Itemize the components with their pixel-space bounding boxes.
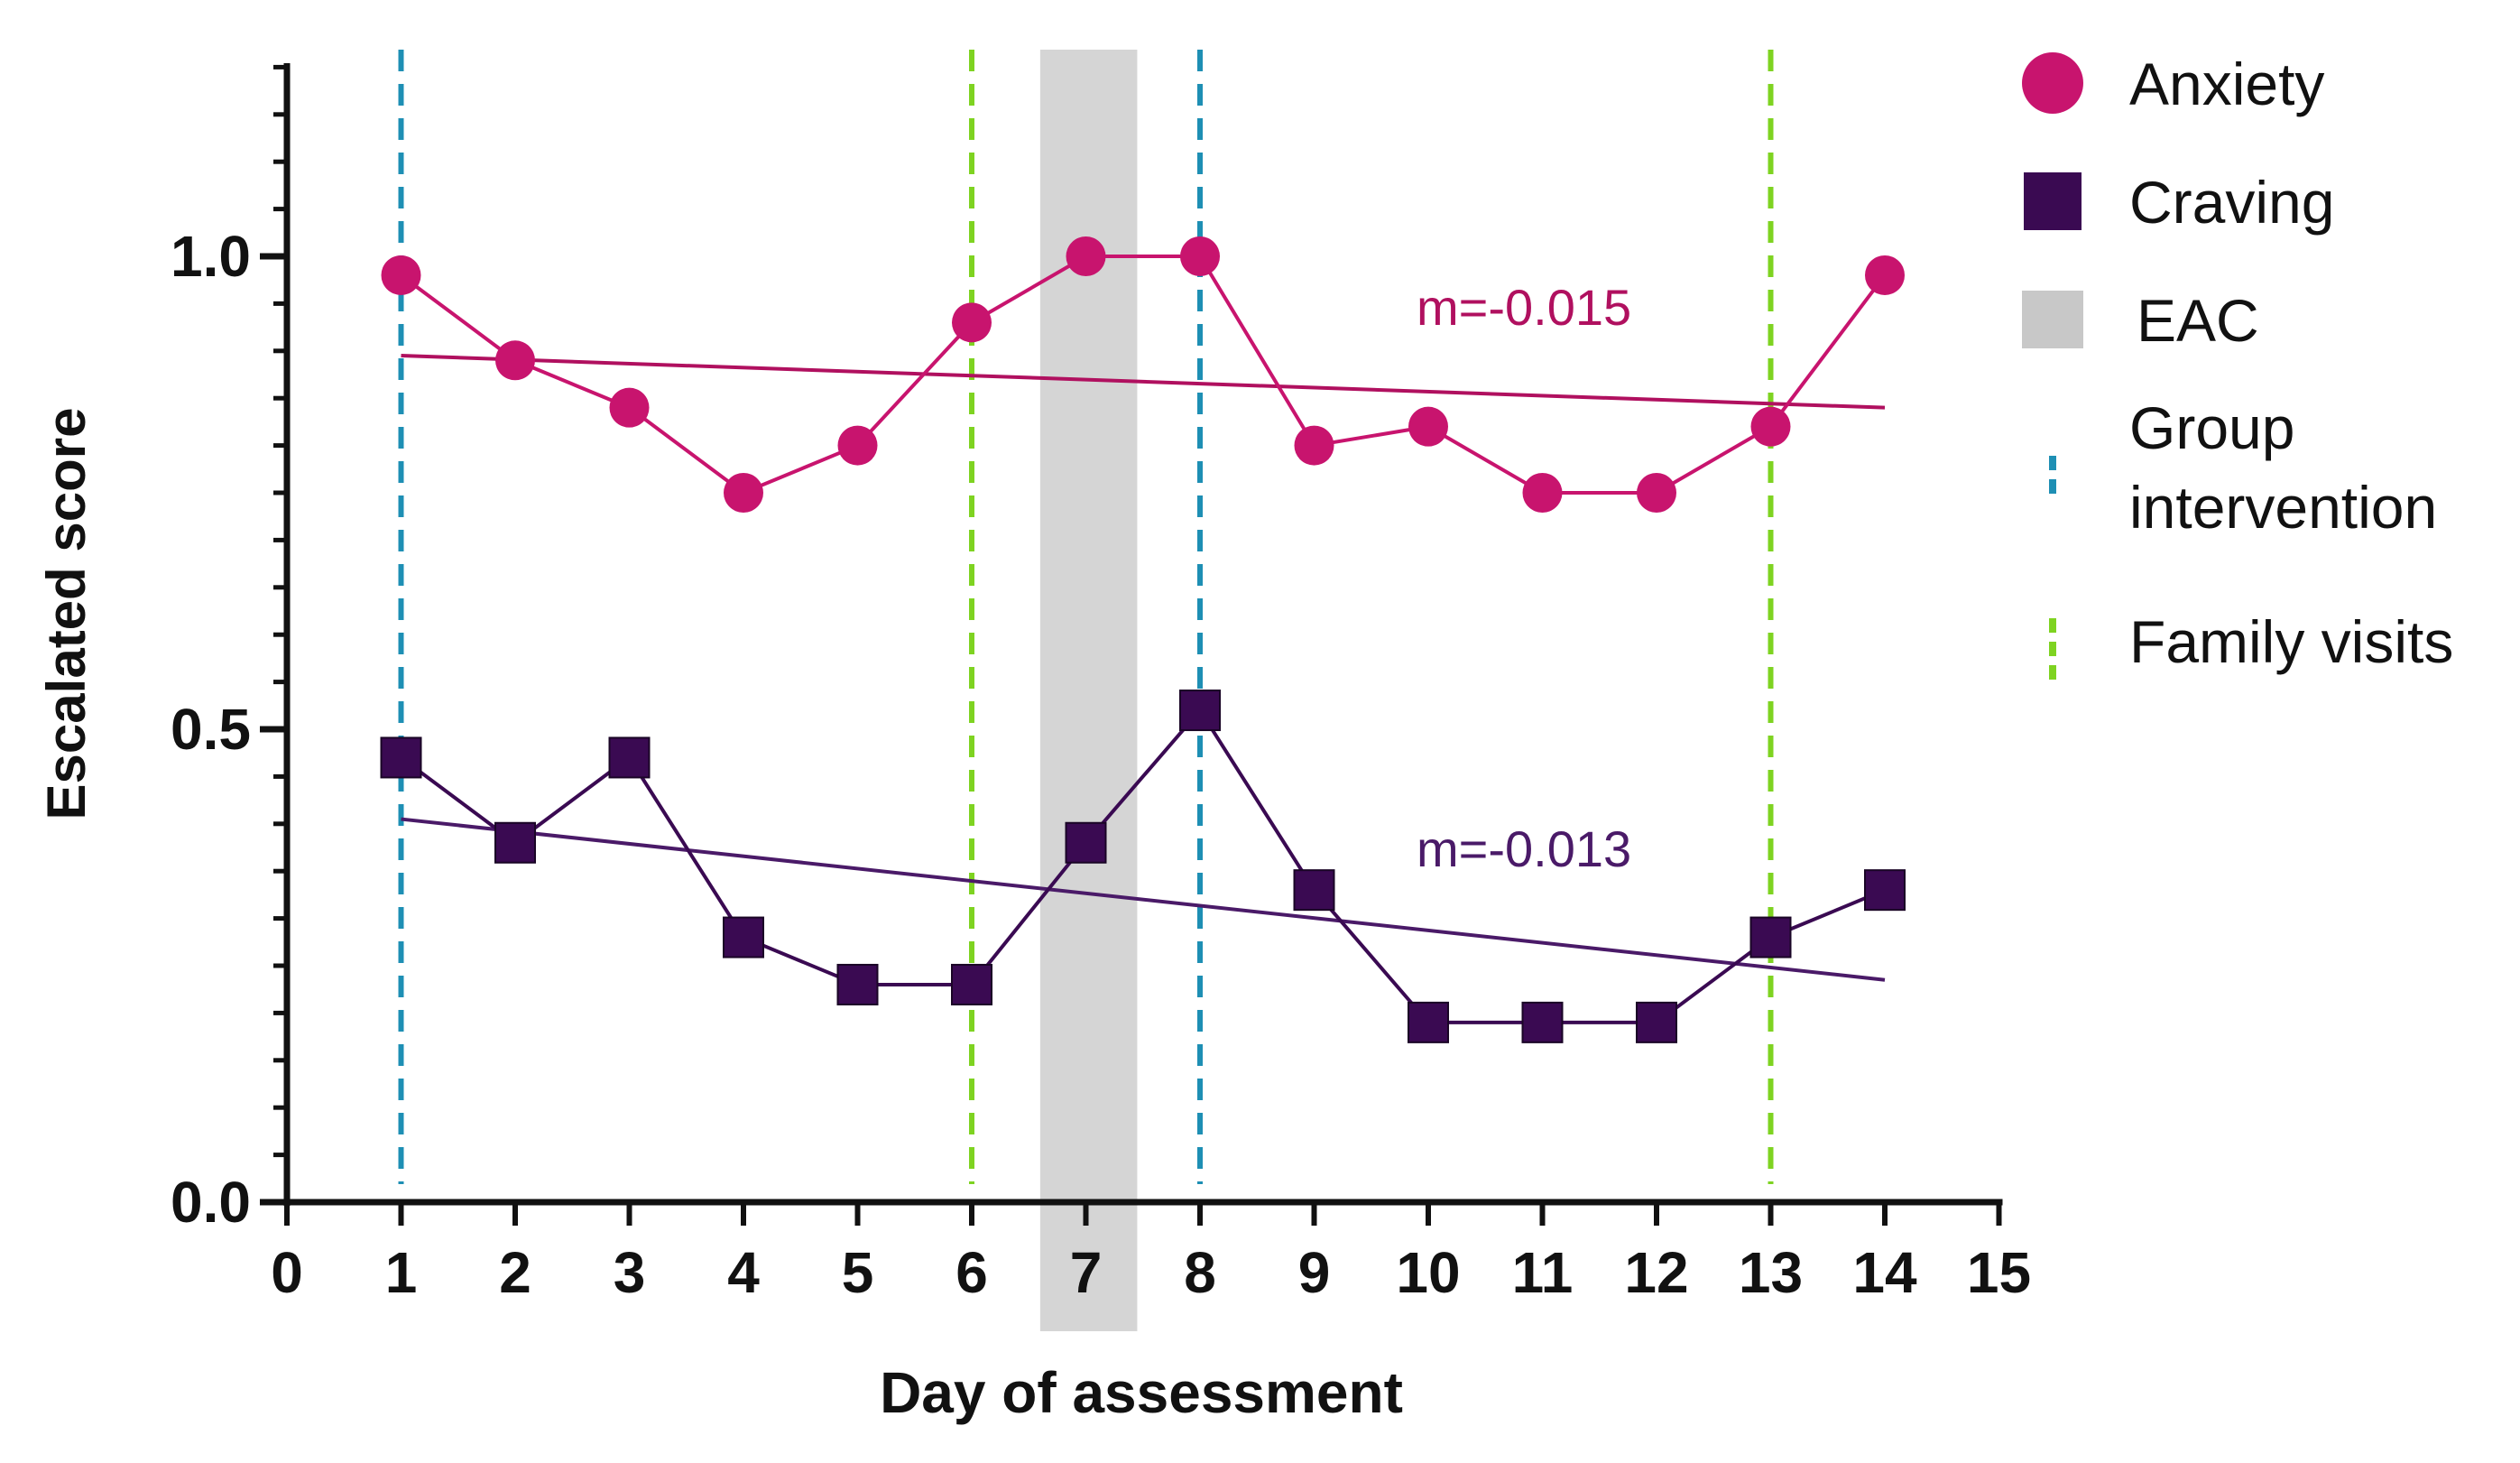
anxiety-point-day-8 (1180, 236, 1220, 276)
anxiety-point-day-2 (495, 340, 535, 381)
anxiety-series-line (400, 255, 1887, 495)
legend-craving-marker (2024, 172, 2082, 230)
legend: Anxiety Craving EAC Group intervention Family… (2022, 51, 2453, 681)
x-tick-label: 14 (1852, 1240, 1917, 1305)
axes (260, 63, 2003, 1226)
legend-family-visits-label: Family visits (2129, 608, 2453, 675)
x-tick-label: 1 (385, 1240, 418, 1305)
craving-slope-label: m=-0.013 (1417, 820, 1631, 877)
y-axis-title: Escalated score (36, 408, 97, 820)
anxiety-point-day-6 (952, 302, 992, 343)
anxiety-point-day-5 (837, 425, 878, 466)
x-axis-title: Day of assessment (880, 1360, 1403, 1425)
x-tick-label: 0 (271, 1240, 303, 1305)
craving-point-day-1 (380, 736, 422, 779)
craving-point-day-8 (1179, 690, 1221, 732)
craving-point-day-4 (723, 916, 764, 958)
craving-point-day-11 (1521, 1001, 1564, 1043)
legend-eac-swatch (2022, 291, 2083, 348)
x-tick-label: 4 (727, 1240, 760, 1305)
y-tick-label: 0.0 (171, 1170, 251, 1235)
craving-point-day-5 (836, 963, 879, 1005)
x-tick-label: 7 (1070, 1240, 1103, 1305)
x-tick-label: 9 (1298, 1240, 1331, 1305)
craving-point-day-2 (494, 821, 536, 864)
craving-point-day-14 (1864, 869, 1906, 912)
craving-point-day-7 (1065, 821, 1107, 864)
anxiety-trend-line (401, 354, 1886, 410)
x-tick-label: 6 (955, 1240, 988, 1305)
legend-eac-label: EAC (2137, 287, 2259, 354)
anxiety-point-day-10 (1408, 406, 1448, 447)
anxiety-point-day-11 (1522, 473, 1563, 513)
anxiety-point-day-14 (1865, 255, 1905, 295)
anxiety-point-day-7 (1066, 236, 1106, 276)
legend-group-intervention-label: Group (2129, 394, 2294, 461)
x-tick-label: 3 (614, 1240, 646, 1305)
craving-trend-line (401, 817, 1886, 982)
craving-point-day-12 (1636, 1001, 1677, 1043)
anxiety-point-day-12 (1637, 473, 1676, 513)
trend-lines-group (401, 354, 1886, 982)
x-tick-label: 15 (1967, 1240, 2031, 1305)
legend-group-intervention-label: intervention (2129, 474, 2437, 541)
craving-point-day-10 (1408, 1001, 1449, 1043)
anxiety-point-day-13 (1750, 406, 1791, 447)
x-tick-label: 12 (1624, 1240, 1688, 1305)
legend-anxiety-label: Anxiety (2129, 51, 2324, 117)
x-tick-label: 10 (1396, 1240, 1460, 1305)
series-group (380, 236, 1906, 1043)
x-tick-label: 8 (1184, 1240, 1216, 1305)
y-tick-label: 1.0 (171, 224, 251, 289)
x-tick-label: 2 (499, 1240, 531, 1305)
anxiety-slope-label: m=-0.015 (1417, 279, 1631, 336)
legend-craving-label: Craving (2129, 169, 2334, 236)
craving-point-day-9 (1293, 869, 1335, 912)
anxiety-point-day-9 (1294, 425, 1334, 466)
legend-anxiety-marker (2022, 52, 2083, 114)
tick-labels-group: 0 1 2 3 4 5 6 7 8 9 10 11 12 13 14 150.00.51.0 (171, 224, 2031, 1305)
craving-point-day-13 (1749, 916, 1792, 958)
x-tick-label: 11 (1512, 1240, 1574, 1305)
anxiety-point-day-3 (609, 387, 650, 428)
anxiety-point-day-4 (724, 473, 763, 513)
craving-point-day-3 (608, 736, 651, 779)
annotations-group: m=-0.015 m=-0.013 (1417, 279, 1631, 877)
x-tick-label: 5 (842, 1240, 874, 1305)
y-tick-label: 0.5 (171, 697, 251, 762)
craving-point-day-6 (951, 963, 992, 1005)
x-tick-label: 13 (1739, 1240, 1803, 1305)
anxiety-point-day-1 (381, 255, 421, 295)
